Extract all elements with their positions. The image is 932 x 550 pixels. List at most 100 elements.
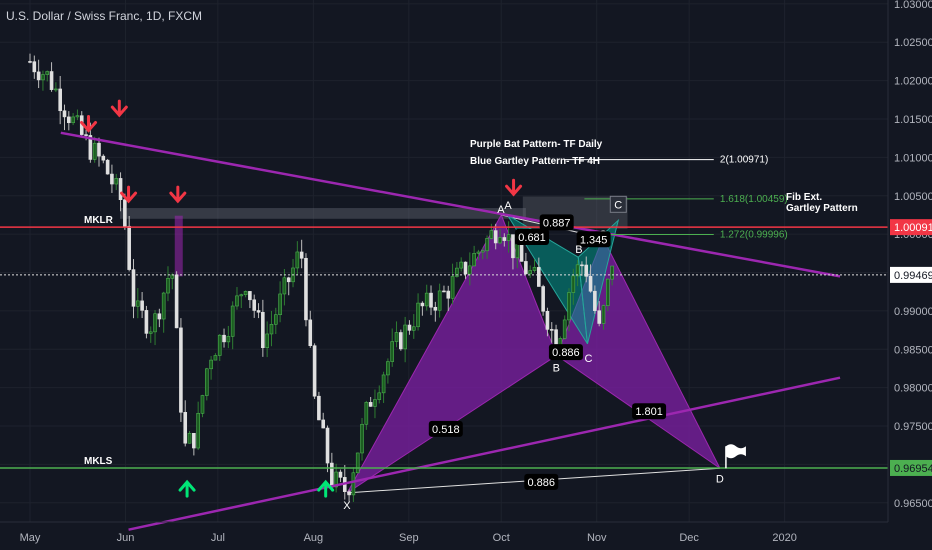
candle-body [584,264,589,277]
candle-body [472,253,476,267]
sell-arrow [110,99,128,118]
candle-body [282,277,287,295]
candle-body [179,327,183,413]
candle-body [273,314,278,325]
candle-body [373,399,377,407]
bat-ratio-text: 0.886 [528,477,556,489]
bat-point-label: B [553,362,560,374]
candle-body [355,452,360,474]
bat-ratio-box [632,403,667,420]
candle-body [515,244,520,259]
buy-arrow [317,479,335,498]
candle-body [299,251,304,259]
candle-body [54,88,58,91]
price-tick-label: 0.98000 [894,383,932,395]
candle-body [399,332,403,350]
candle-body [41,74,45,81]
pattern-legend: Purple Bat Pattern- TF Daily [470,139,603,150]
gartley-ratio-text: 1.345 [580,234,608,246]
candle-body [148,331,153,334]
gartley-ratio-box [515,228,550,245]
candle-body [567,292,571,321]
candle-body [459,261,464,269]
candle-body [213,355,218,361]
price-tick-label: 0.96500 [894,498,932,510]
candle-body [411,326,416,331]
candle-body [424,292,429,307]
month-tick-label: May [20,532,41,544]
candle-body [506,234,511,241]
candle-body [416,302,420,328]
candle-body [420,302,425,307]
candle-body [549,329,554,331]
bat-point-label: A [497,204,505,216]
bat-point-label: D [716,473,724,485]
bat-ratio-box [539,214,574,231]
candle-body [153,313,157,333]
month-tick-label: 2020 [772,532,796,544]
price-tick-label: 1.03000 [894,0,932,11]
price-tick-label: 1.01000 [894,152,932,164]
candle-body [541,286,545,312]
candle-body [394,332,399,342]
candle-body [360,423,364,454]
candle-body [230,305,235,337]
bat-ratio-box [548,344,583,361]
candle-body [597,310,601,324]
chart-title: U.S. Dollar / Swiss Franc, 1D, FXCM [6,9,202,23]
candle-body [295,251,300,269]
candle-body [562,319,567,339]
price-tick-label: 0.98500 [894,344,932,356]
month-tick-label: Jul [211,532,225,544]
candle-body [252,299,257,311]
candle-body [455,267,459,277]
bat-ratio-box [524,473,559,490]
fib-ext-title: Fib Ext. [786,192,822,203]
price-badge [890,266,932,283]
candle-body [144,310,149,334]
candle-body [286,277,291,283]
candle-body [381,374,386,394]
gartley-ratio-box [576,231,611,248]
candle-body [161,292,166,320]
candle-body [493,230,498,244]
candle-body [433,306,438,311]
candle-body [338,471,343,478]
candle-body [351,472,356,496]
candle-body [101,155,106,161]
candle-body [429,292,433,308]
candle-body [222,334,226,343]
candle-body [45,71,50,75]
candle-body [84,134,88,136]
price-tick-label: 1.01500 [894,114,932,126]
candle-body [334,471,338,488]
candle-body [312,345,317,397]
candle-body [140,300,144,311]
candle-body [118,178,123,201]
candle-body [217,334,222,356]
candle-body [49,71,54,90]
candle-body [377,392,382,400]
candle-body [610,265,614,280]
candle-body [196,413,200,449]
candle-body [204,368,209,396]
bat-ratio-text: 0.886 [552,347,580,359]
candle-body [157,313,162,320]
candle-body [278,293,282,315]
candle-body [580,264,584,267]
month-tick-label: Sep [399,532,419,544]
candle-body [463,261,468,275]
sell-arrow [120,185,138,204]
fib-level-label: 2(1.00971) [720,155,768,166]
candle-body [364,402,369,425]
month-tick-label: Oct [493,532,510,544]
fib-level-label: 1.272(0.99996) [720,229,788,240]
candle-body [256,310,261,313]
candle-body [239,294,244,297]
candle-body [545,310,550,330]
bat-ratio-text: 1.801 [635,406,663,418]
target-flag-icon [725,444,746,459]
candle-body [528,270,532,275]
